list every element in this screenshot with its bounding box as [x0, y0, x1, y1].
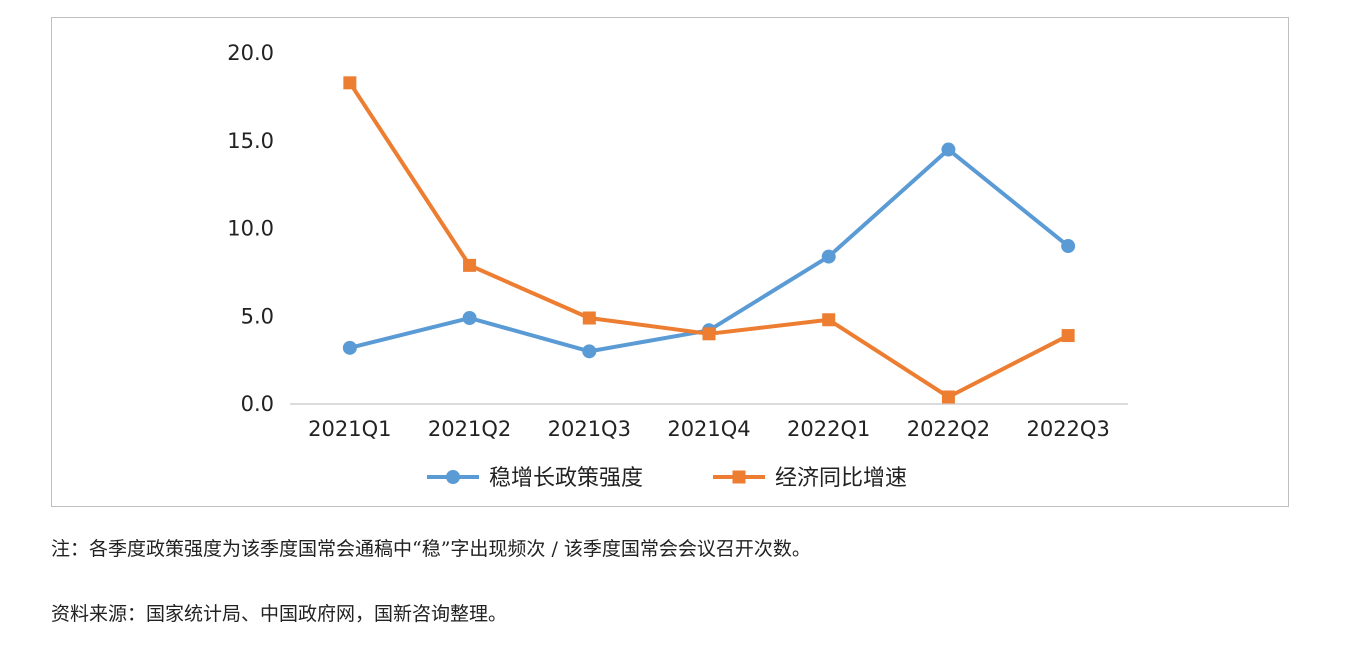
legend-marker	[732, 470, 746, 484]
chart-frame	[51, 17, 1289, 507]
data-point	[582, 344, 597, 359]
series-2	[343, 76, 1075, 404]
data-point	[463, 258, 477, 272]
x-axis: 2021Q1 2021Q2 2021Q3 2021Q4 2022Q1 2022Q2 2022…	[308, 417, 1110, 441]
x-tick-label: 2021Q3	[548, 417, 631, 441]
data-point	[1061, 239, 1076, 254]
legend: 稳增长政策强度 经济同比增速	[427, 466, 907, 491]
y-tick-label: 15.0	[227, 129, 274, 153]
legend-label: 稳增长政策强度	[489, 466, 643, 491]
x-tick-label: 2021Q4	[667, 417, 750, 441]
series-line	[347, 80, 1071, 399]
data-point	[941, 142, 956, 157]
x-tick-label: 2022Q2	[907, 417, 990, 441]
data-point	[1061, 329, 1075, 343]
legend-label: 经济同比增速	[775, 466, 907, 491]
series-layer	[342, 76, 1076, 404]
chart-note: 注：各季度政策强度为该季度国常会通稿中“稳”字出现频次 / 该季度国常会会议召开…	[51, 538, 811, 560]
y-axis: 0.0 5.0 10.0 15.0 20.0	[227, 41, 274, 416]
data-point	[702, 327, 716, 341]
legend-marker	[446, 470, 460, 484]
chart-source: 资料来源：国家统计局、中国政府网，国新咨询整理。	[51, 603, 508, 625]
data-point	[582, 311, 596, 325]
data-point	[941, 390, 955, 404]
data-point	[462, 311, 477, 326]
data-point	[822, 313, 836, 327]
legend-item: 经济同比增速	[713, 466, 907, 491]
data-point	[342, 340, 357, 355]
y-tick-label: 0.0	[241, 392, 274, 416]
x-tick-label: 2021Q2	[428, 417, 511, 441]
x-tick-label: 2022Q3	[1026, 417, 1109, 441]
y-tick-label: 5.0	[241, 304, 274, 328]
series-1	[342, 142, 1076, 359]
x-tick-label: 2021Q1	[308, 417, 391, 441]
data-point	[821, 249, 836, 264]
legend-item: 稳增长政策强度	[427, 466, 643, 491]
data-point	[343, 76, 357, 90]
y-tick-label: 10.0	[227, 217, 274, 241]
y-tick-label: 20.0	[227, 41, 274, 65]
x-tick-label: 2022Q1	[787, 417, 870, 441]
